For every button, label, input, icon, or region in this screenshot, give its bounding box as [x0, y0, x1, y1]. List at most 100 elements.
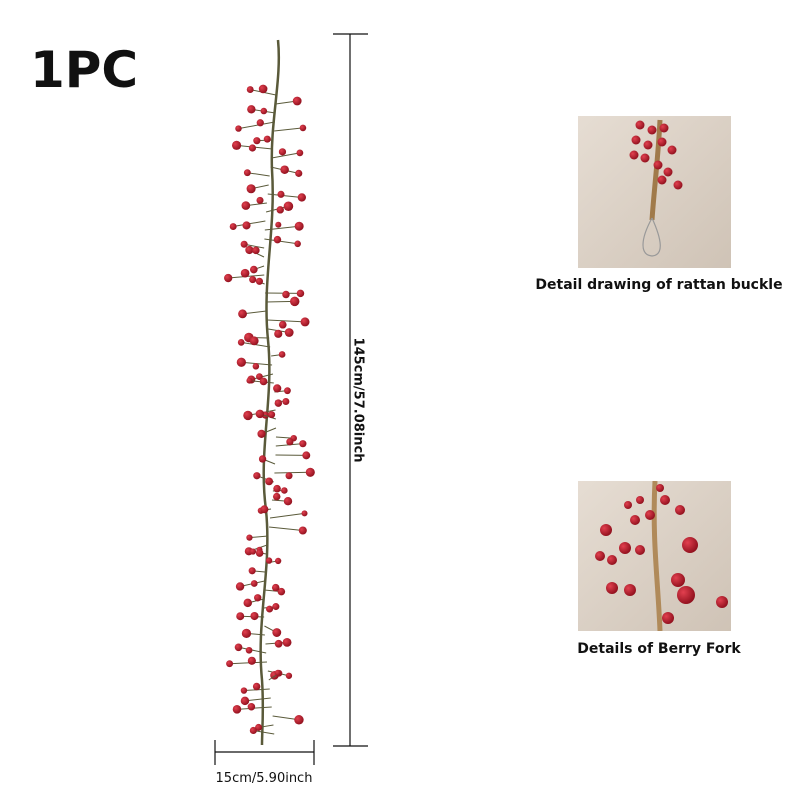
berry: [296, 289, 305, 298]
berry: [252, 363, 260, 370]
berries: [629, 120, 683, 190]
berry: [600, 524, 612, 536]
berry: [294, 240, 301, 248]
berry: [667, 145, 677, 155]
berry: [256, 373, 263, 381]
berry: [232, 705, 242, 714]
stem: [649, 119, 663, 221]
berry: [240, 696, 250, 706]
length-dimension: [333, 33, 368, 747]
berry: [662, 612, 674, 624]
berry: [643, 140, 653, 150]
twig: [267, 193, 302, 198]
berry: [663, 167, 673, 177]
berry: [278, 320, 287, 329]
berry: [296, 149, 304, 157]
berry: [673, 180, 683, 190]
berry: [247, 703, 256, 711]
berry: [284, 387, 291, 395]
twig: [269, 512, 305, 519]
berry: [278, 148, 287, 156]
berry: [250, 611, 259, 621]
berry: [235, 582, 245, 591]
twig: [238, 121, 275, 130]
berry: [272, 492, 281, 501]
berry: [238, 309, 247, 319]
berry: [283, 201, 294, 212]
berry: [255, 549, 264, 557]
berry: [234, 643, 243, 652]
twig: [265, 300, 295, 303]
berry: [297, 193, 306, 202]
berry: [245, 646, 253, 654]
detail-caption: Details of Berry Fork: [577, 641, 741, 657]
width-label: 15cm/5.90inch: [216, 771, 313, 786]
berry: [631, 135, 641, 145]
berry: [289, 296, 300, 307]
berry: [236, 357, 246, 367]
berry: [260, 505, 269, 514]
berry: [265, 477, 274, 486]
berry: [231, 140, 242, 150]
berry: [657, 137, 667, 147]
stem: [259, 39, 281, 746]
twig: [271, 152, 300, 159]
berry: [253, 472, 261, 480]
berry: [302, 451, 311, 460]
berry: [274, 669, 281, 676]
berry: [247, 105, 256, 114]
berry: [258, 84, 268, 94]
berry: [682, 537, 698, 553]
berry: [235, 125, 242, 132]
berry: [272, 628, 282, 637]
berry: [273, 384, 282, 393]
berry: [656, 484, 664, 492]
berry: [305, 467, 315, 477]
berry: [716, 596, 728, 608]
berry: [246, 377, 253, 384]
berry: [624, 501, 632, 509]
berry: [277, 190, 285, 198]
berry: [300, 317, 310, 327]
twig: [249, 535, 269, 539]
berry: [607, 555, 617, 565]
detail-photo-buckle: [578, 116, 731, 268]
berry: [249, 548, 257, 555]
berry: [249, 265, 258, 274]
berry: [241, 628, 252, 639]
berry: [299, 440, 307, 448]
berry: [275, 557, 282, 565]
berry: [255, 277, 264, 285]
berry: [274, 329, 283, 338]
berry: [258, 455, 267, 463]
berry: [243, 410, 253, 421]
twig: [264, 225, 300, 231]
berry: [282, 290, 290, 299]
berry: [295, 169, 303, 177]
berry: [274, 639, 283, 648]
berry: [254, 594, 262, 602]
berry: [240, 240, 248, 248]
twig: [244, 697, 271, 702]
berry: [275, 221, 282, 228]
berry: [276, 206, 284, 214]
berry: [292, 96, 302, 106]
detail-caption: Detail drawing of rattan buckle: [535, 277, 782, 293]
berry: [671, 573, 685, 587]
berry: [294, 715, 304, 725]
berry: [280, 165, 289, 174]
length-label: 145cm/57.08inch: [351, 338, 366, 463]
berry: [245, 245, 254, 255]
berry: [249, 726, 257, 735]
berry: [246, 86, 254, 94]
berry: [274, 399, 283, 407]
berry: [282, 637, 292, 647]
berry: [285, 472, 293, 480]
berries: [595, 484, 728, 624]
berry: [301, 510, 308, 517]
twig: [269, 526, 303, 532]
berry: [229, 223, 237, 231]
berry: [660, 495, 670, 505]
